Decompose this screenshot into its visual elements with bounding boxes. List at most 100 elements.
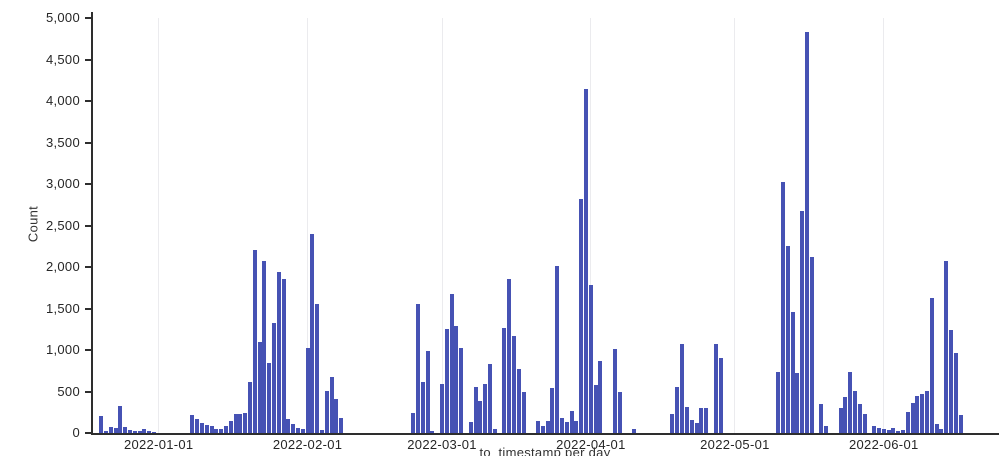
bar[interactable] <box>449 294 454 433</box>
bar[interactable] <box>872 426 877 433</box>
bar[interactable] <box>334 399 339 433</box>
bar[interactable] <box>684 407 689 433</box>
bar[interactable] <box>876 428 881 433</box>
bar[interactable] <box>262 261 267 433</box>
bar[interactable] <box>315 304 320 433</box>
bar[interactable] <box>108 427 113 433</box>
bar[interactable] <box>118 406 123 433</box>
bar[interactable] <box>579 199 584 433</box>
bar[interactable] <box>319 430 324 433</box>
bar[interactable] <box>416 304 420 433</box>
bar[interactable] <box>560 418 565 433</box>
bar[interactable] <box>444 329 449 433</box>
bar[interactable] <box>440 384 445 433</box>
bar[interactable] <box>411 413 416 433</box>
bar[interactable] <box>910 403 915 433</box>
bar[interactable] <box>190 415 195 433</box>
bar[interactable] <box>881 429 886 433</box>
bar[interactable] <box>276 272 281 433</box>
bar[interactable] <box>536 421 541 433</box>
bar[interactable] <box>247 382 252 433</box>
bar[interactable] <box>958 415 963 433</box>
bar[interactable] <box>804 32 809 433</box>
bar[interactable] <box>886 430 891 433</box>
bar[interactable] <box>420 382 425 433</box>
bar[interactable] <box>800 211 805 433</box>
bar[interactable] <box>819 404 824 433</box>
bar[interactable] <box>478 401 483 433</box>
bar[interactable] <box>612 349 617 433</box>
bar[interactable] <box>900 430 905 433</box>
bar[interactable] <box>488 364 493 433</box>
bar[interactable] <box>780 182 785 433</box>
bar[interactable] <box>848 372 853 433</box>
bar[interactable] <box>300 429 305 433</box>
bar[interactable] <box>295 428 300 433</box>
bar[interactable] <box>891 428 896 433</box>
bar[interactable] <box>473 387 478 433</box>
bar[interactable] <box>228 421 233 433</box>
bar[interactable] <box>252 250 257 433</box>
bar[interactable] <box>924 391 929 433</box>
bar[interactable] <box>483 384 488 433</box>
bar[interactable] <box>103 431 108 433</box>
bar[interactable] <box>233 414 238 433</box>
bar[interactable] <box>521 392 526 433</box>
bar[interactable] <box>502 328 507 433</box>
bar[interactable] <box>151 432 156 433</box>
bar[interactable] <box>516 369 521 433</box>
bar[interactable] <box>142 429 147 433</box>
bar[interactable] <box>905 412 910 433</box>
bar[interactable] <box>123 427 128 433</box>
bar[interactable] <box>281 279 286 433</box>
bar[interactable] <box>838 408 843 433</box>
bar[interactable] <box>430 431 435 433</box>
bar[interactable] <box>223 426 228 433</box>
bar[interactable] <box>425 351 430 433</box>
bar[interactable] <box>574 421 579 433</box>
bar[interactable] <box>209 426 214 433</box>
bar[interactable] <box>324 391 329 433</box>
bar[interactable] <box>291 424 296 433</box>
bar[interactable] <box>593 385 598 433</box>
bar[interactable] <box>852 391 857 433</box>
bar[interactable] <box>689 420 694 433</box>
bar[interactable] <box>127 430 132 433</box>
bar[interactable] <box>704 408 709 433</box>
bar[interactable] <box>857 404 862 433</box>
bar[interactable] <box>286 419 291 433</box>
bar[interactable] <box>137 431 142 433</box>
bar[interactable] <box>569 411 574 433</box>
bar[interactable] <box>204 425 209 433</box>
bar[interactable] <box>132 431 137 433</box>
bar[interactable] <box>113 428 118 433</box>
bar[interactable] <box>545 421 550 433</box>
bar[interactable] <box>776 372 781 433</box>
bar[interactable] <box>675 387 680 433</box>
bar[interactable] <box>948 330 953 433</box>
bar[interactable] <box>795 373 800 433</box>
bar[interactable] <box>920 394 925 433</box>
bar[interactable] <box>944 261 949 433</box>
bar[interactable] <box>584 89 589 433</box>
bar[interactable] <box>598 361 603 433</box>
bar[interactable] <box>459 348 464 433</box>
bar[interactable] <box>271 323 276 433</box>
bar[interactable] <box>492 429 497 433</box>
bar[interactable] <box>809 257 814 433</box>
bar[interactable] <box>540 426 545 433</box>
bar[interactable] <box>588 285 593 433</box>
bar[interactable] <box>929 298 934 433</box>
bar[interactable] <box>267 363 272 433</box>
bar[interactable] <box>862 414 867 433</box>
bar[interactable] <box>305 348 310 433</box>
bar[interactable] <box>339 418 344 433</box>
bar[interactable] <box>718 358 723 433</box>
bar[interactable] <box>199 423 204 433</box>
bar[interactable] <box>329 377 334 433</box>
bar[interactable] <box>219 429 224 433</box>
bar[interactable] <box>896 431 901 433</box>
bar[interactable] <box>550 388 555 433</box>
bar[interactable] <box>953 353 958 433</box>
bar[interactable] <box>147 431 152 433</box>
